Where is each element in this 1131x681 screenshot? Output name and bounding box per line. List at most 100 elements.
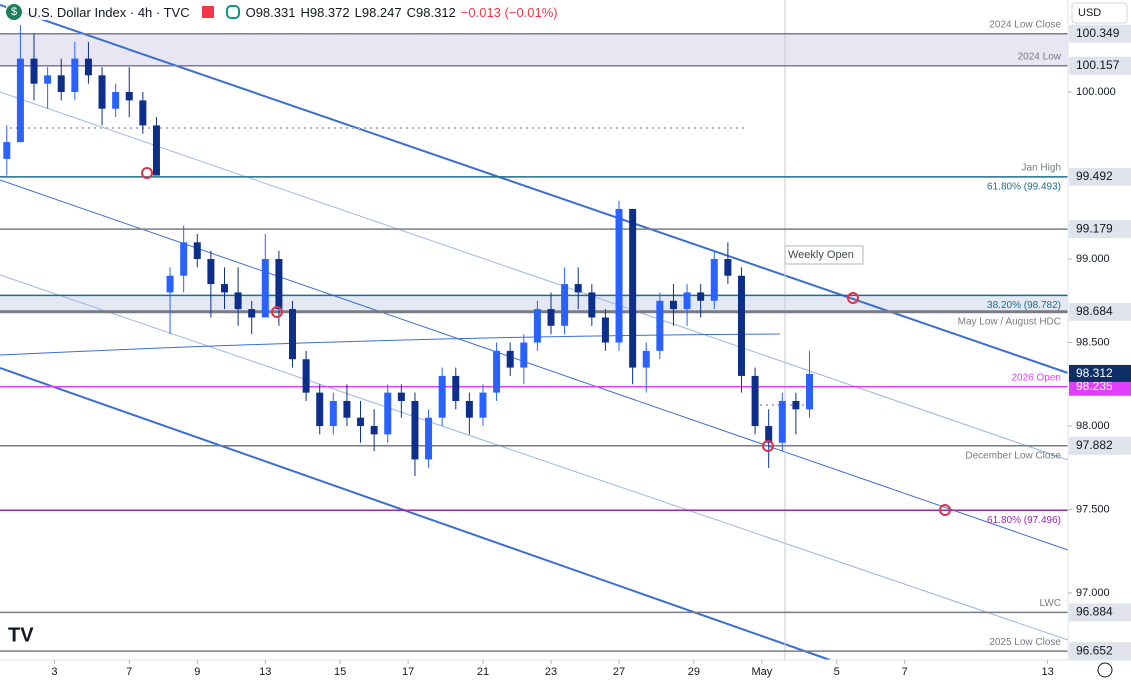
price-label-bg bbox=[1069, 436, 1131, 455]
price-axis bbox=[1068, 0, 1131, 681]
price-label-bg bbox=[1069, 302, 1131, 321]
candle-body bbox=[316, 392, 324, 427]
level-note: Jan High bbox=[1022, 162, 1061, 173]
ohlc-value: C98.312 bbox=[406, 4, 456, 20]
flag bbox=[201, 6, 214, 18]
y-tick-label: 100.000 bbox=[1076, 86, 1116, 98]
candle-body bbox=[166, 275, 174, 293]
price-label: 99.492 bbox=[1076, 169, 1113, 183]
candle-body bbox=[683, 292, 691, 310]
candle-body bbox=[220, 284, 228, 293]
candle-body bbox=[343, 400, 351, 418]
level-note: 38.20% (98.782) bbox=[987, 300, 1061, 311]
candle-body bbox=[792, 400, 800, 410]
candle-body bbox=[84, 58, 92, 76]
candle-body bbox=[302, 359, 310, 393]
candle-body bbox=[452, 375, 460, 401]
candle-body bbox=[112, 92, 120, 109]
y-tick-label: 98.000 bbox=[1076, 420, 1110, 432]
annotation-box bbox=[784, 245, 864, 265]
x-tick-label: 9 bbox=[194, 666, 200, 678]
candle-body bbox=[397, 392, 405, 401]
price-label-bg bbox=[1069, 220, 1131, 239]
price-label: 98.684 bbox=[1076, 304, 1113, 318]
candle-body bbox=[44, 75, 52, 84]
ohlc-value: L98.247 bbox=[354, 4, 402, 20]
ohlc-value: O98.331 bbox=[245, 4, 296, 20]
level-note: LWC bbox=[1040, 598, 1061, 609]
candle-body bbox=[329, 400, 337, 427]
candle-body bbox=[737, 275, 745, 376]
level-note: 2024 Low Close bbox=[989, 19, 1061, 30]
candle-body bbox=[506, 350, 514, 368]
x-tick-label: 7 bbox=[126, 666, 132, 678]
candle-body bbox=[411, 400, 419, 460]
price-label-bg bbox=[1069, 167, 1131, 186]
candle-body bbox=[656, 300, 664, 351]
settings-icon[interactable] bbox=[1097, 662, 1113, 678]
ohlc-value: −0.013 (−0.01%) bbox=[460, 4, 558, 20]
candle-body bbox=[669, 300, 677, 310]
y-tick-label: 99.000 bbox=[1076, 253, 1110, 265]
level-band bbox=[0, 33, 1068, 66]
candle-body bbox=[697, 292, 705, 301]
time-axis bbox=[0, 660, 1068, 681]
candle-body bbox=[724, 259, 732, 276]
candle-body bbox=[561, 284, 569, 326]
currency-button[interactable] bbox=[1071, 2, 1128, 24]
candle-body bbox=[710, 259, 718, 301]
price-label: 99.179 bbox=[1076, 221, 1113, 235]
x-tick-label: May bbox=[751, 666, 772, 678]
level-note: December Low Close bbox=[965, 450, 1061, 461]
level-note: 2026 Open bbox=[1012, 372, 1062, 383]
candle-body bbox=[547, 309, 555, 326]
markers bbox=[141, 167, 951, 516]
candle-body bbox=[588, 292, 596, 318]
candle-body bbox=[642, 350, 650, 368]
x-tick-label: 5 bbox=[834, 666, 840, 678]
candle-body bbox=[289, 309, 297, 360]
y-tick-label: 97.000 bbox=[1076, 587, 1110, 599]
candle-body bbox=[125, 92, 133, 101]
currency[interactable]: USD bbox=[1078, 7, 1101, 19]
last-price-bg bbox=[1069, 364, 1131, 382]
candle-body bbox=[479, 392, 487, 418]
x-tick-label: 13 bbox=[1041, 666, 1053, 678]
candle-body bbox=[275, 259, 283, 310]
header: $ U.S. Dollar Index · 4h · TVC O98.331 H9… bbox=[6, 4, 558, 20]
candle-body bbox=[465, 400, 473, 418]
level-note: 61.80% (99.493) bbox=[987, 181, 1061, 192]
x-tick-label: 7 bbox=[902, 666, 908, 678]
candle-body bbox=[193, 242, 201, 260]
x-tick-label: 17 bbox=[402, 666, 414, 678]
price-label: 97.882 bbox=[1076, 438, 1113, 452]
ohlc: O98.331 H98.372 L98.247 C98.312 −0.013 (−0.0… bbox=[246, 5, 558, 20]
candle-body bbox=[71, 58, 79, 93]
candle-body bbox=[384, 392, 392, 435]
x-tick-label: 23 bbox=[545, 666, 557, 678]
candle-body bbox=[533, 309, 541, 343]
price-label-bg bbox=[1069, 56, 1131, 75]
x-tick-label: 13 bbox=[259, 666, 271, 678]
candle-body bbox=[615, 208, 623, 343]
x-tick-label: 15 bbox=[334, 666, 346, 678]
candle-body bbox=[778, 400, 786, 443]
candle-body bbox=[16, 58, 24, 143]
y-tick-label: 97.500 bbox=[1076, 503, 1110, 515]
candle-body bbox=[152, 125, 160, 176]
x-tick-label: 3 bbox=[51, 666, 57, 678]
price-label-bg bbox=[1069, 642, 1131, 661]
price-label: 96.884 bbox=[1076, 605, 1113, 619]
candle-body bbox=[370, 426, 378, 435]
candle-body bbox=[261, 259, 269, 318]
candle-body bbox=[806, 373, 814, 410]
price-label-bg bbox=[1069, 24, 1131, 43]
candle-body bbox=[98, 75, 106, 109]
candle-body bbox=[30, 58, 38, 84]
ohlc-value: H98.372 bbox=[300, 4, 350, 20]
candle-body bbox=[234, 292, 242, 310]
last-price: 98.312 bbox=[1076, 366, 1113, 380]
status-dot bbox=[225, 5, 240, 19]
